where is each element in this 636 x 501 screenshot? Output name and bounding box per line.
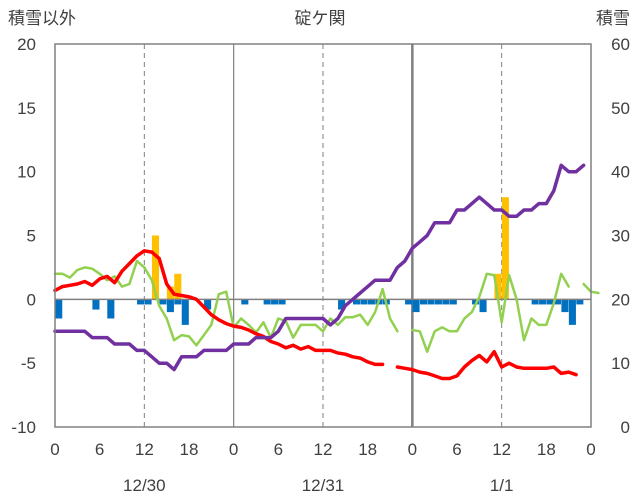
left-tick-labels: 20 15 10 5 0 -5 -10 [11, 35, 36, 437]
right-tick-label: 0 [621, 418, 630, 437]
sunshine_bars-bar [367, 299, 375, 305]
sunshine_bars-bar [166, 299, 174, 313]
sunshine_bars-bar [442, 299, 450, 305]
x-tick-label: 12 [314, 440, 333, 459]
sunshine_bars-bar [419, 299, 428, 305]
temperature-line [395, 349, 578, 381]
precipitation-bar [166, 286, 174, 300]
x-tick-label: 18 [358, 440, 377, 459]
left-tick-label: 15 [17, 99, 36, 118]
sunshine_bars-bar [561, 299, 569, 313]
sunshine_bars-bar [352, 299, 361, 305]
sunshine_bars-bar [159, 299, 167, 305]
sunshine_bars-bar [553, 299, 562, 305]
sunshine_bars-bar [360, 299, 368, 305]
left-tick-label: 0 [27, 290, 36, 309]
precipitation-bar [494, 273, 502, 300]
left-tick-label: 5 [27, 227, 36, 246]
left-tick-label: -10 [11, 418, 36, 437]
sunshine_bars-bar [263, 299, 271, 305]
right-tick-label: 50 [611, 99, 630, 118]
sunshine_bars-bar [405, 299, 413, 305]
wind-line [53, 259, 399, 347]
sunshine_bars-bar [204, 299, 212, 310]
right-tick-labels: 60 50 40 30 20 10 0 [611, 35, 630, 437]
sunshine_bars-bar [278, 299, 286, 305]
right-tick-label: 30 [611, 227, 630, 246]
right-tick-label: 10 [611, 354, 630, 373]
x-tick-label: 6 [452, 440, 461, 459]
x-tick-label: 12 [135, 440, 154, 459]
day-labels: 12/30 12/31 1/1 [123, 476, 513, 495]
precipitation-bar [174, 273, 182, 300]
snow_depth-line [53, 163, 586, 372]
x-tick-label: 6 [274, 440, 283, 459]
sunshine_bars-bar [546, 299, 554, 305]
sunshine_bars-bar [412, 299, 420, 313]
left-axis-title: 積雪以外 [8, 9, 76, 29]
sunshine_bars-bar [576, 299, 584, 305]
precipitation-bar [151, 235, 160, 300]
left-tick-label: 10 [17, 163, 36, 182]
sunshine_bars-bar [338, 299, 346, 310]
x-tick-label: 0 [586, 440, 595, 459]
sunshine_bars-bar [479, 299, 487, 313]
line-series [53, 163, 600, 381]
x-tick-label: 0 [408, 440, 417, 459]
sunshine_bars-bar [568, 299, 576, 325]
gridlines [143, 44, 503, 427]
right-tick-label: 60 [611, 35, 630, 54]
precipitation-bar [501, 197, 509, 300]
sunshine_bars-bar [181, 299, 189, 325]
x-tick-label: 18 [180, 440, 199, 459]
sunshine_bars-bar [449, 299, 457, 305]
day-label: 1/1 [490, 476, 514, 495]
x-tick-label: 18 [537, 440, 556, 459]
day-label: 12/30 [123, 476, 166, 495]
chart-title: 碇ケ関 [295, 9, 346, 29]
x-tick-label: 0 [50, 440, 59, 459]
x-tick-label: 12 [492, 440, 511, 459]
sunshine_bars-bar [55, 299, 63, 319]
sunshine_bars-bar [241, 299, 249, 305]
x-tick-label: 6 [95, 440, 104, 459]
sunshine_bars-bar [144, 299, 152, 305]
right-axis-title: 積雪 [596, 9, 630, 29]
sunshine_bars-bar [107, 299, 115, 319]
sunshine_bars-bar [531, 299, 539, 305]
sunshine_bars-bar [92, 299, 100, 310]
sunshine_bars-bar [434, 299, 442, 305]
day-label: 12/31 [302, 476, 345, 495]
plot-frame [54, 43, 592, 428]
x-tick-label: 0 [229, 440, 238, 459]
temperature-line [53, 249, 385, 367]
right-tick-label: 40 [611, 163, 630, 182]
sunshine_bars-bar [539, 299, 547, 305]
sunshine_bars-bar [271, 299, 279, 305]
bar-series [55, 197, 584, 325]
right-tick-label: 20 [611, 290, 630, 309]
sunshine_bars-bar [174, 299, 182, 305]
x-tick-labels: 0 6 12 18 0 6 12 18 0 6 12 18 0 [50, 440, 595, 459]
left-tick-label: -5 [21, 354, 36, 373]
left-tick-label: 20 [17, 35, 36, 54]
wind-line [411, 272, 570, 353]
sunshine_bars-bar [137, 299, 145, 305]
sunshine_bars-bar [427, 299, 435, 305]
